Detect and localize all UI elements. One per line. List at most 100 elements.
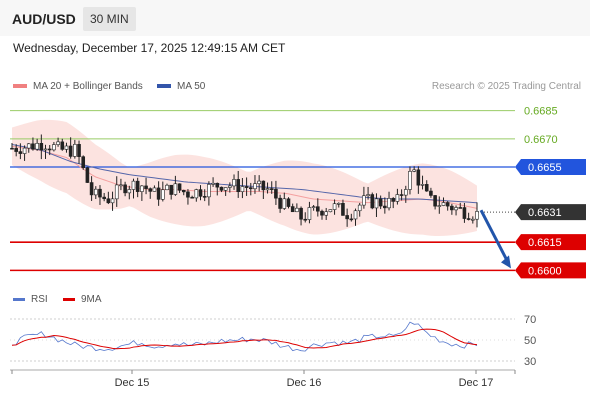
forecast-arrow-head — [501, 255, 511, 269]
candle-body-41 — [181, 190, 186, 193]
candle-body-100 — [429, 190, 433, 196]
candle-body-29 — [131, 180, 136, 190]
candle-body-13 — [64, 145, 69, 150]
candle-body-52 — [228, 185, 232, 188]
timeframe-button[interactable]: 30 MIN — [83, 7, 136, 31]
candle-body-62 — [269, 188, 274, 190]
candle-body-83 — [357, 204, 362, 212]
legend-9ma-swatch — [63, 297, 75, 301]
legend-rsi-label: RSI — [31, 294, 48, 305]
candle-body-94 — [403, 189, 408, 196]
level-label-4: 0.6615 — [528, 237, 562, 249]
candle-body-46 — [202, 196, 207, 198]
candle-body-111 — [475, 211, 479, 220]
legend-ma50: MA 50 — [157, 81, 205, 92]
candle-body-55 — [240, 186, 245, 193]
candle-body-9 — [47, 148, 52, 151]
legend-ma50-label: MA 50 — [177, 81, 206, 92]
legend-bollinger-label: MA 20 + Bollinger Bands — [33, 81, 143, 92]
candle-body-27 — [123, 184, 127, 194]
candle-body-107 — [458, 207, 463, 209]
candle-body-103 — [441, 202, 446, 206]
candle-body-45 — [198, 189, 203, 197]
legend-bollinger-swatch — [13, 84, 27, 89]
candle-body-61 — [265, 188, 270, 191]
candle-body-1 — [14, 148, 18, 152]
candle-body-18 — [85, 167, 90, 183]
candle-body-43 — [190, 196, 194, 199]
candle-body-106 — [454, 207, 458, 211]
candle-body-50 — [219, 186, 224, 191]
candle-body-77 — [332, 203, 337, 210]
symbol-label: AUD/USD — [12, 11, 76, 27]
candle-body-98 — [420, 184, 425, 186]
candle-body-30 — [135, 180, 140, 192]
candle-body-16 — [77, 144, 81, 157]
candle-body-21 — [98, 188, 102, 198]
candle-body-56 — [244, 186, 249, 188]
candle-body-12 — [60, 141, 65, 150]
x-tick-label-0: Dec 15 — [115, 377, 150, 389]
forecast-arrow-shaft — [479, 209, 510, 264]
candle-body-6 — [35, 142, 39, 150]
candle-body-84 — [362, 195, 366, 206]
level-label-0: 0.6685 — [524, 106, 558, 118]
bollinger-band — [12, 119, 477, 237]
candle-body-102 — [437, 205, 442, 207]
candle-body-15 — [73, 144, 77, 157]
candle-body-28 — [127, 189, 132, 194]
candle-body-95 — [408, 171, 412, 190]
level-tag-3 — [515, 204, 586, 221]
candle-body-69 — [299, 207, 303, 220]
candle-body-36 — [161, 189, 165, 200]
ma20-line — [11, 145, 478, 209]
candle-body-60 — [261, 180, 266, 191]
candle-body-25 — [114, 184, 119, 200]
candle-body-70 — [303, 218, 308, 221]
candle-body-66 — [286, 198, 291, 207]
chart-header: AUD/USD 30 MIN — [0, 0, 590, 36]
candle-body-90 — [387, 198, 391, 209]
candle-body-78 — [336, 203, 341, 205]
candle-body-44 — [194, 189, 199, 199]
candle-body-76 — [328, 209, 333, 213]
candle-body-67 — [290, 206, 295, 213]
candle-body-80 — [345, 215, 349, 220]
rsi-tick-0: 70 — [524, 314, 536, 326]
level-tag-5 — [515, 262, 586, 279]
candle-body-79 — [341, 203, 345, 216]
candle-body-64 — [278, 197, 282, 209]
candle-body-57 — [248, 187, 253, 190]
candle-body-7 — [39, 142, 44, 151]
rsi-tick-1: 50 — [524, 335, 536, 347]
candle-body-2 — [18, 151, 23, 154]
candle-body-104 — [445, 202, 450, 207]
candle-body-53 — [232, 179, 236, 187]
candle-body-17 — [81, 156, 86, 169]
candle-body-47 — [207, 184, 211, 198]
candle-body-74 — [320, 210, 324, 216]
ma50-line — [11, 143, 478, 204]
level-label-1: 0.6670 — [524, 134, 558, 146]
candle-body-35 — [156, 187, 161, 200]
candle-body-86 — [370, 194, 375, 209]
candle-body-42 — [186, 191, 190, 198]
candle-body-5 — [31, 143, 35, 150]
candle-body-0 — [10, 147, 14, 150]
candle-body-23 — [106, 198, 111, 204]
candle-body-19 — [89, 182, 94, 196]
candle-body-72 — [311, 206, 316, 208]
legend-bollinger: MA 20 + Bollinger Bands — [13, 81, 143, 92]
candle-body-85 — [366, 194, 370, 197]
x-tick-label-2: Dec 17 — [459, 377, 494, 389]
level-tag-4 — [515, 234, 586, 251]
candle-body-63 — [274, 188, 278, 199]
candle-body-68 — [295, 207, 299, 213]
candle-body-33 — [148, 188, 153, 192]
candle-body-38 — [169, 184, 173, 195]
candle-body-11 — [56, 141, 60, 145]
candle-body-48 — [211, 182, 215, 185]
legend-rsi: RSI — [13, 294, 48, 305]
candle-body-31 — [140, 185, 144, 192]
